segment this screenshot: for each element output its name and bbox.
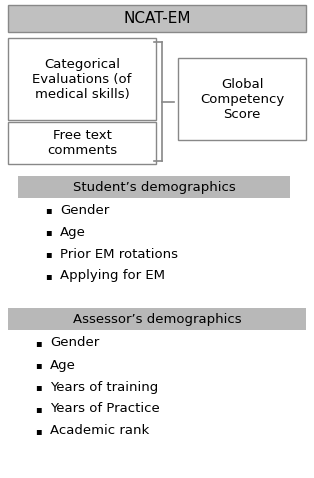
Text: ▪: ▪ <box>35 360 41 370</box>
FancyBboxPatch shape <box>178 58 306 140</box>
Bar <box>8 308 306 330</box>
Text: ▪: ▪ <box>45 205 51 215</box>
Text: Student’s demographics: Student’s demographics <box>73 181 236 194</box>
Text: Categorical
Evaluations (of
medical skills): Categorical Evaluations (of medical skil… <box>32 57 132 100</box>
Text: ▪: ▪ <box>45 227 51 237</box>
FancyBboxPatch shape <box>8 38 156 120</box>
Text: Prior EM rotations: Prior EM rotations <box>60 248 178 261</box>
Text: Years of training: Years of training <box>50 380 158 393</box>
Text: ▪: ▪ <box>35 426 41 436</box>
Text: Academic rank: Academic rank <box>50 424 149 437</box>
Text: Age: Age <box>60 226 86 239</box>
Text: ▪: ▪ <box>35 382 41 392</box>
Text: ▪: ▪ <box>45 249 51 259</box>
Text: Age: Age <box>50 358 76 371</box>
Text: Gender: Gender <box>50 337 99 349</box>
Text: Free text
comments: Free text comments <box>47 129 117 157</box>
Text: Assessor’s demographics: Assessor’s demographics <box>73 313 241 326</box>
Text: Applying for EM: Applying for EM <box>60 270 165 282</box>
FancyBboxPatch shape <box>8 122 156 164</box>
FancyBboxPatch shape <box>8 5 306 32</box>
Text: Years of Practice: Years of Practice <box>50 402 160 415</box>
Text: ▪: ▪ <box>35 404 41 414</box>
Text: Gender: Gender <box>60 204 109 217</box>
Text: ▪: ▪ <box>35 338 41 348</box>
Bar <box>18 176 290 198</box>
Text: NCAT-EM: NCAT-EM <box>123 11 191 26</box>
Text: ▪: ▪ <box>45 271 51 281</box>
Text: Global
Competency
Score: Global Competency Score <box>200 77 284 120</box>
